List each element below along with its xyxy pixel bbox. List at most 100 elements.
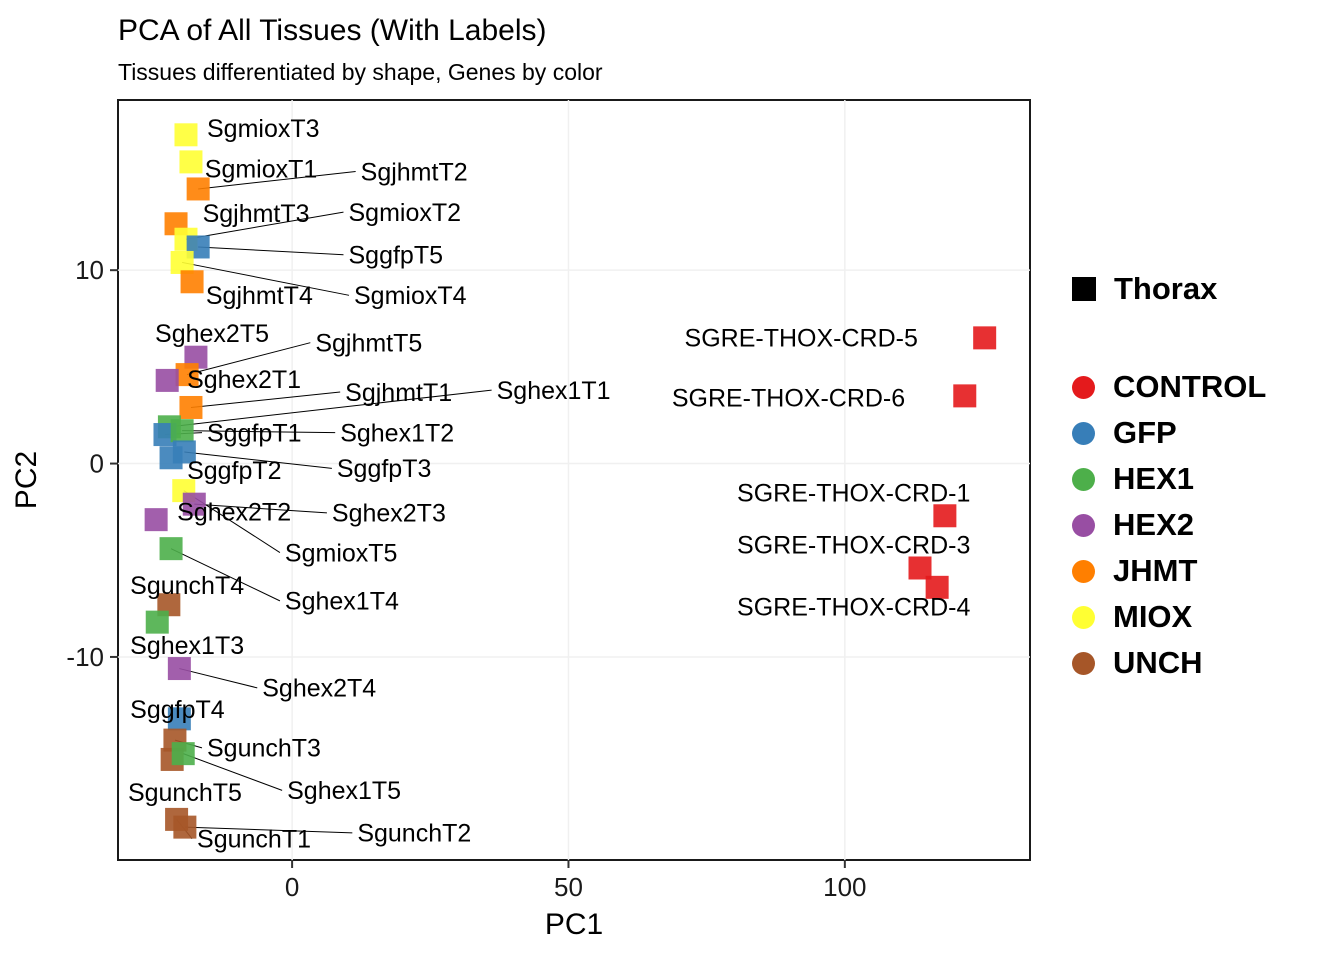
data-point-sgmioxt4 xyxy=(170,250,194,274)
grid-layer xyxy=(118,100,1030,860)
point-label: SgunchT3 xyxy=(207,735,321,763)
point-label: Sghex1T1 xyxy=(497,377,611,405)
legend-label: GFP xyxy=(1113,415,1177,450)
data-point-sguncht4 xyxy=(157,593,181,617)
points-layer xyxy=(144,123,997,839)
point-labels-layer: SgmioxT3 SgmioxT1 SgjhmtT2 SgjhmtT3 SgmioxT2… xyxy=(128,115,971,854)
leader-line xyxy=(184,826,353,834)
x-axis-title: PC1 xyxy=(545,908,603,941)
point-label: Sghex2T4 xyxy=(262,675,376,703)
point-label: SgmioxT3 xyxy=(207,115,320,143)
data-point-sgre-thox-crd-5 xyxy=(973,326,997,350)
data-point-sghex2t3 xyxy=(182,492,206,516)
data-point-sgre-thox-crd-3 xyxy=(908,556,932,580)
legend-label: CONTROL xyxy=(1113,369,1267,404)
data-point-sgmioxt1 xyxy=(179,150,203,174)
chart-title: PCA of All Tissues (With Labels) xyxy=(118,14,547,47)
jhmt-circle-swatch xyxy=(1072,559,1095,583)
point-label: SggfpT5 xyxy=(348,241,443,269)
point-label: SgmioxT4 xyxy=(354,282,467,310)
point-label: SggfpT2 xyxy=(187,457,282,485)
legend-item-gfp: GFP xyxy=(1072,410,1266,456)
point-label: SgjhmtT4 xyxy=(206,282,313,310)
data-point-sghex1t3 xyxy=(145,610,169,634)
point-label: SGRE-THOX-CRD-3 xyxy=(737,532,970,560)
leader-line xyxy=(184,451,332,469)
point-label: SgjhmtT1 xyxy=(345,379,452,407)
leader-line xyxy=(190,391,341,408)
x-tick-label: 50 xyxy=(554,872,583,902)
y-tick-label: 0 xyxy=(90,449,104,479)
leader-lines-layer xyxy=(164,171,492,840)
point-label: Sghex2T3 xyxy=(332,500,446,528)
leader-line xyxy=(194,503,327,514)
legend-label: JHMT xyxy=(1113,553,1198,588)
legend-item-jhmt: JHMT xyxy=(1072,548,1266,594)
hex2-circle-swatch xyxy=(1072,513,1095,537)
legend-label: HEX1 xyxy=(1113,461,1194,496)
point-label: SggfpT4 xyxy=(130,696,225,724)
point-label: SgmioxT5 xyxy=(285,539,398,567)
data-point-sgmioxt3 xyxy=(174,123,198,147)
point-label: Sghex1T4 xyxy=(285,588,399,616)
data-point-sgjhmtt1 xyxy=(179,395,203,419)
unch-circle-swatch xyxy=(1072,651,1095,675)
x-tick-label: 0 xyxy=(285,872,299,902)
leader-line xyxy=(183,753,283,791)
data-point-sghex1t4 xyxy=(159,537,183,561)
legend-color-section: CONTROL GFP HEX1 HEX2 JHMT MIOX UNCH xyxy=(1072,364,1266,686)
point-label: Sghex2T5 xyxy=(155,320,269,348)
leader-line xyxy=(186,342,311,376)
point-label: SgunchT5 xyxy=(128,779,242,807)
legend-label: UNCH xyxy=(1113,645,1203,680)
thorax-square-swatch xyxy=(1072,277,1096,301)
hex1-circle-swatch xyxy=(1072,467,1095,491)
point-label: Sghex2T1 xyxy=(187,366,301,394)
data-point-sghex2t5 xyxy=(184,345,208,369)
data-point-sgjhmtt4 xyxy=(180,270,204,294)
data-point-sghex2t4 xyxy=(167,657,191,681)
point-label: Sghex1T2 xyxy=(340,419,454,447)
legend-label: Thorax xyxy=(1114,271,1218,306)
chart-subtitle: Tissues differentiated by shape, Genes b… xyxy=(118,59,603,85)
point-label: Sghex1T5 xyxy=(287,777,401,805)
point-label: SggfpT3 xyxy=(337,455,432,483)
leader-line xyxy=(169,389,492,428)
data-point-sghex1t5 xyxy=(171,742,195,766)
point-label: SgunchT2 xyxy=(357,820,471,848)
leader-line xyxy=(198,171,356,190)
gfp-circle-swatch xyxy=(1072,421,1095,445)
miox-circle-swatch xyxy=(1072,605,1095,629)
leader-line xyxy=(182,261,350,296)
point-label: SGRE-THOX-CRD-6 xyxy=(672,385,905,413)
point-label: SGRE-THOX-CRD-5 xyxy=(685,325,918,353)
leader-line xyxy=(170,548,281,602)
point-label: SgjhmtT5 xyxy=(315,329,422,357)
point-label: SgjhmtT2 xyxy=(361,158,468,186)
y-axis-title: PC2 xyxy=(10,451,43,509)
point-label: SGRE-THOX-CRD-1 xyxy=(737,479,970,507)
plot-panel xyxy=(117,99,1031,861)
legend-item-miox: MIOX xyxy=(1072,594,1266,640)
point-label: Sghex1T3 xyxy=(130,632,244,660)
y-tick-label: -10 xyxy=(66,642,104,672)
data-point-sgjhmtt5 xyxy=(175,363,199,387)
legend-item-control: CONTROL xyxy=(1072,364,1266,410)
data-point-sggfpt4 xyxy=(167,707,191,731)
point-label: SgjhmtT3 xyxy=(203,200,310,228)
data-point-sgjhmtt2 xyxy=(186,177,210,201)
legend-label: HEX2 xyxy=(1113,507,1194,542)
point-label: SGRE-THOX-CRD-4 xyxy=(737,593,970,621)
y-tick-label: 10 xyxy=(75,255,104,285)
data-point-sgre-thox-crd-6 xyxy=(953,384,977,408)
point-label: SgmioxT2 xyxy=(348,199,461,227)
point-label: Sghex2T2 xyxy=(177,499,291,527)
legend-label: MIOX xyxy=(1113,599,1193,634)
data-point-sghex2t1 xyxy=(155,368,179,392)
x-tick-label: 100 xyxy=(823,872,866,902)
leader-line xyxy=(182,430,336,434)
point-label: SgmioxT1 xyxy=(205,155,318,183)
point-label: SgunchT1 xyxy=(197,825,311,853)
point-label: SgunchT4 xyxy=(130,572,244,600)
